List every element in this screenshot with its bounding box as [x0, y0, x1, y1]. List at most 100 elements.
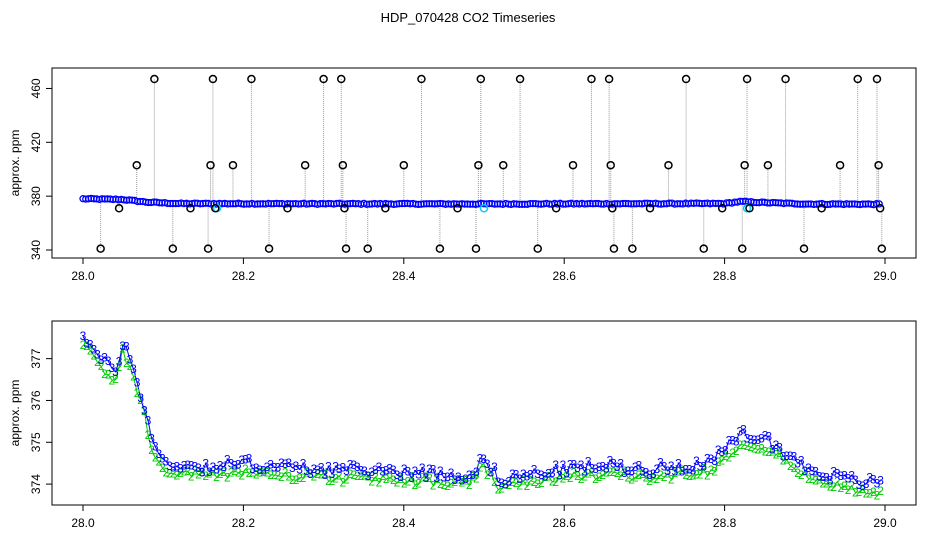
series-2-point: 2 [816, 472, 823, 486]
series-2-point: 2 [520, 474, 527, 488]
series-3-point: 3 [874, 476, 881, 490]
series-3-point: 3 [617, 457, 624, 471]
series-3-point: 3 [621, 466, 628, 480]
series-2-point: 2 [628, 473, 635, 487]
panel-bottom-xtick-label: 29.0 [873, 516, 897, 530]
outlier-point [781, 74, 790, 84]
series-2-point: 2 [773, 447, 780, 461]
series-3-point: 3 [524, 470, 531, 484]
series-3-point: 3 [282, 457, 289, 471]
series-3-point: 3 [423, 471, 430, 485]
panel-top-xtick-label: 28.6 [553, 269, 577, 283]
series-2-point: 2 [311, 470, 318, 484]
series-2-point: 2 [394, 476, 401, 490]
series-3-point: 3 [101, 351, 108, 365]
series-2-point: 2 [711, 464, 718, 478]
series-3-point: 3 [798, 454, 805, 468]
series-2-point: 2 [484, 468, 491, 482]
series-3-point: 3 [722, 444, 729, 458]
series-2-point: 2 [202, 469, 209, 483]
series-2-point: 2 [112, 372, 119, 386]
series-3-point: 3 [390, 463, 397, 477]
series-2-point: 2 [83, 339, 90, 353]
series-3-point: 3 [787, 449, 794, 463]
panel-bottom-xtick-label: 28.6 [553, 516, 577, 530]
series-3-point: 3 [718, 445, 725, 459]
outlier-point [742, 74, 752, 84]
series-3-point: 3 [657, 455, 664, 469]
series-2-point: 2 [318, 468, 325, 482]
series-2-point: 2 [166, 466, 173, 480]
series-3-point: 3 [545, 467, 552, 481]
series-3-point: 3 [592, 462, 599, 476]
series-3-point: 3 [679, 464, 686, 478]
series-3-point: 3 [112, 365, 119, 379]
series-3-point: 3 [314, 463, 321, 477]
series-3-point: 3 [473, 465, 480, 479]
series-2-point: 2 [524, 479, 531, 493]
series-3-point: 3 [202, 457, 209, 471]
series-2-point: 2 [798, 468, 805, 482]
series-3-point: 3 [690, 463, 697, 477]
series-2-point: 2 [195, 468, 202, 482]
outlier-point [609, 244, 619, 253]
series-2-point: 2 [127, 359, 134, 373]
series-2-point: 2 [188, 470, 195, 484]
series-2-point: 2 [690, 469, 697, 483]
series-3-point: 3 [246, 452, 253, 466]
series-3-point: 3 [635, 458, 642, 472]
series-2-point: 2 [437, 477, 444, 491]
series-3-point: 3 [726, 433, 733, 447]
series-2-point: 2 [736, 438, 743, 452]
series-2-point: 2 [368, 474, 375, 488]
series-3-point: 3 [765, 430, 772, 444]
series-3-point: 3 [733, 434, 740, 448]
series-2-point: 2 [509, 475, 516, 489]
series-2-point: 2 [632, 470, 639, 484]
outlier-point [283, 204, 292, 213]
outlier-point [872, 74, 882, 84]
series-3-point: 3 [87, 338, 94, 352]
series-2-point: 2 [516, 479, 523, 493]
outlier-point [453, 204, 462, 213]
series-2-point: 2 [487, 465, 494, 479]
series-2-point: 2 [332, 471, 339, 485]
series-3-point: 3 [235, 458, 242, 472]
series-3-point: 3 [278, 456, 285, 470]
series-3-point: 3 [755, 433, 762, 447]
series-3-point: 3 [130, 362, 137, 376]
series-3-point: 3 [350, 458, 357, 472]
outlier-point [228, 160, 238, 170]
series-2-point: 2 [506, 478, 513, 492]
series-2-point: 2 [704, 469, 711, 483]
series-3-point: 3 [794, 456, 801, 470]
series-2-point: 2 [101, 367, 108, 381]
series-2-point: 2 [412, 478, 419, 492]
series-2-point: 2 [249, 466, 256, 480]
series-3-point: 3 [697, 459, 704, 473]
series-2-point: 2 [848, 479, 855, 493]
outlier-point [799, 244, 809, 253]
series-3-point: 3 [412, 464, 419, 478]
panel-top-xtick-label: 28.4 [392, 269, 416, 283]
series-2-point: 2 [502, 477, 509, 491]
series-2-point: 2 [148, 443, 155, 457]
series-3-point: 3 [441, 471, 448, 485]
series-3-point: 3 [386, 462, 393, 476]
series-3-point: 3 [776, 440, 783, 454]
series-3-point: 3 [361, 464, 368, 478]
series-2-point: 2 [625, 470, 632, 484]
series-2-point: 2 [765, 445, 772, 459]
series-3-point: 3 [343, 464, 350, 478]
series-3-point: 3 [534, 467, 541, 481]
series-3-point: 3 [520, 467, 527, 481]
series-2-point: 2 [805, 472, 812, 486]
series-3-point: 3 [303, 464, 310, 478]
series-3-point: 3 [870, 473, 877, 487]
series-3-point: 3 [116, 354, 123, 368]
series-3-point: 3 [90, 343, 97, 357]
series-2-point: 2 [780, 453, 787, 467]
series-2-point: 2 [820, 477, 827, 491]
panel-top: approx. ppm 28.0 28.2 28.4 28.6 28.8 29.0 340 3… [8, 67, 917, 283]
